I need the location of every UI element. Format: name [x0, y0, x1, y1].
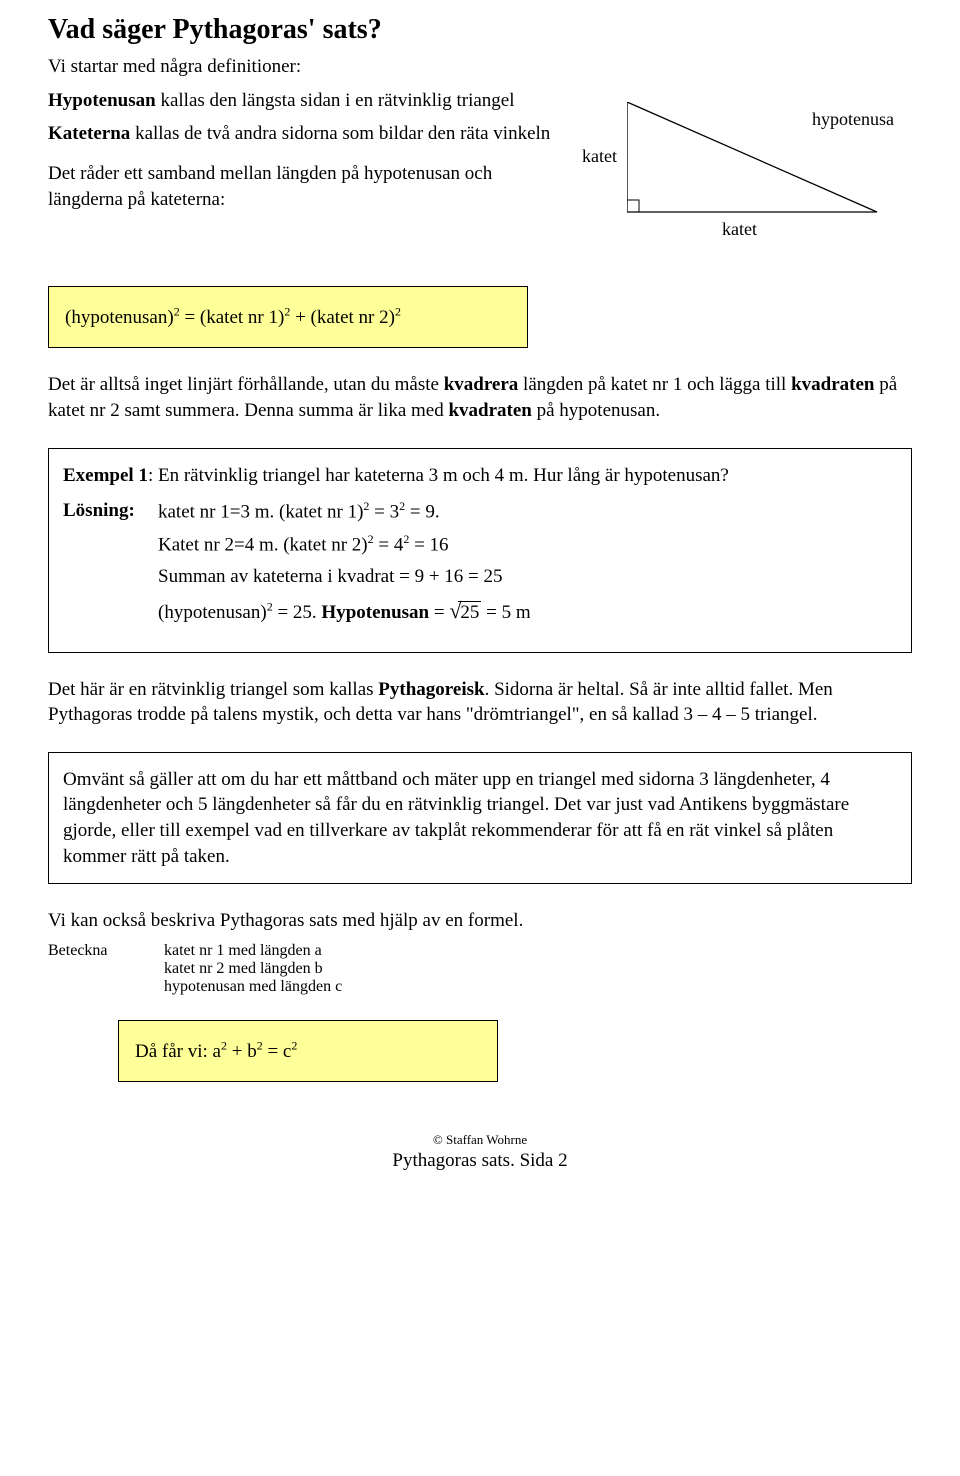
intro-row: Vi startar med några definitioner: Hypot…: [48, 54, 912, 264]
example-line4-pre: (hypotenusan)2 = 25. Hypotenusan =: [158, 602, 449, 623]
notation-line-2: katet nr 2 med längden b: [164, 960, 342, 978]
triangle-label-katet-left: katet: [582, 146, 617, 167]
triangle-box: katet katet hypotenusa: [582, 74, 912, 264]
explanation-text: Det är alltså inget linjärt förhållande,…: [48, 374, 897, 421]
notation-line-3: hypotenusan med längden c: [164, 978, 342, 996]
example-line-4: (hypotenusan)2 = 25. Hypotenusan = √25 =…: [158, 596, 897, 626]
copyright-text: © Staffan Wohrne: [48, 1132, 912, 1148]
example-line-1: katet nr 1=3 m. (katet nr 1)2 = 32 = 9.: [158, 498, 897, 525]
reverse-box: Omvänt så gäller att om du har ett måttb…: [48, 752, 912, 885]
pythagorean-triangle-text: Det här är en rätvinklig triangel som ka…: [48, 679, 833, 726]
notation-line-1: katet nr 1 med längden a: [164, 942, 342, 960]
katet-definition: Kateterna kallas de två andra sidorna so…: [48, 121, 562, 147]
page-title: Vad säger Pythagoras' sats?: [48, 14, 912, 46]
reverse-box-text: Omvänt så gäller att om du har ett måttb…: [63, 769, 849, 867]
triangle-label-hypotenusa: hypotenusa: [812, 109, 894, 130]
triangle-diagram: katet katet hypotenusa: [582, 54, 912, 264]
page-footer: © Staffan Wohrne Pythagoras sats. Sida 2: [48, 1132, 912, 1172]
example-line-3: Summan av kateterna i kvadrat = 9 + 16 =…: [158, 564, 897, 590]
example-box: Exempel 1: En rätvinklig triangel har ka…: [48, 448, 912, 653]
hypotenusa-definition: Hypotenusan kallas den längsta sidan i e…: [48, 88, 562, 114]
relation-text: Det råder ett samband mellan längden på …: [48, 161, 562, 212]
notation-label: Beteckna: [48, 942, 138, 996]
example-solution-body: katet nr 1=3 m. (katet nr 1)2 = 32 = 9. …: [158, 498, 897, 631]
square-root: √25: [449, 596, 481, 626]
example-title-text: Exempel 1: En rätvinklig triangel har ka…: [63, 465, 729, 486]
example-line-2: Katet nr 2=4 m. (katet nr 2)2 = 42 = 16: [158, 531, 897, 558]
example-line4-post: = 5 m: [486, 602, 531, 623]
formula-box-abc: Då får vi: a2 + b2 = c2: [118, 1020, 498, 1082]
katet-def-text: Kateterna kallas de två andra sidorna so…: [48, 123, 550, 144]
radicand: 25: [458, 601, 481, 623]
triangle-label-katet-bottom: katet: [722, 219, 757, 240]
formula-main-text: (hypotenusan)2 = (katet nr 1)2 + (katet …: [65, 307, 401, 328]
definitions-intro: Vi startar med några definitioner:: [48, 54, 562, 80]
formula-abc-text: Då får vi: a2 + b2 = c2: [135, 1041, 297, 1062]
formula-description: Vi kan också beskriva Pythagoras sats me…: [48, 908, 912, 934]
intro-left-column: Vi startar med några definitioner: Hypot…: [48, 54, 562, 220]
explanation-paragraph: Det är alltså inget linjärt förhållande,…: [48, 372, 912, 423]
notation-row: Beteckna katet nr 1 med längden a katet …: [48, 942, 912, 996]
formula-box-main: (hypotenusan)2 = (katet nr 1)2 + (katet …: [48, 286, 528, 348]
example-solution-label: Lösning:: [63, 498, 158, 631]
pythagorean-triangle-paragraph: Det här är en rätvinklig triangel som ka…: [48, 677, 912, 728]
example-title: Exempel 1: En rätvinklig triangel har ka…: [63, 463, 897, 489]
hypotenusa-def-text: Hypotenusan kallas den längsta sidan i e…: [48, 90, 515, 111]
page-number: Pythagoras sats. Sida 2: [48, 1150, 912, 1172]
notation-body: katet nr 1 med längden a katet nr 2 med …: [164, 942, 342, 996]
example-solution-row: Lösning: katet nr 1=3 m. (katet nr 1)2 =…: [63, 498, 897, 631]
page: Vad säger Pythagoras' sats? Vi startar m…: [0, 0, 960, 1476]
